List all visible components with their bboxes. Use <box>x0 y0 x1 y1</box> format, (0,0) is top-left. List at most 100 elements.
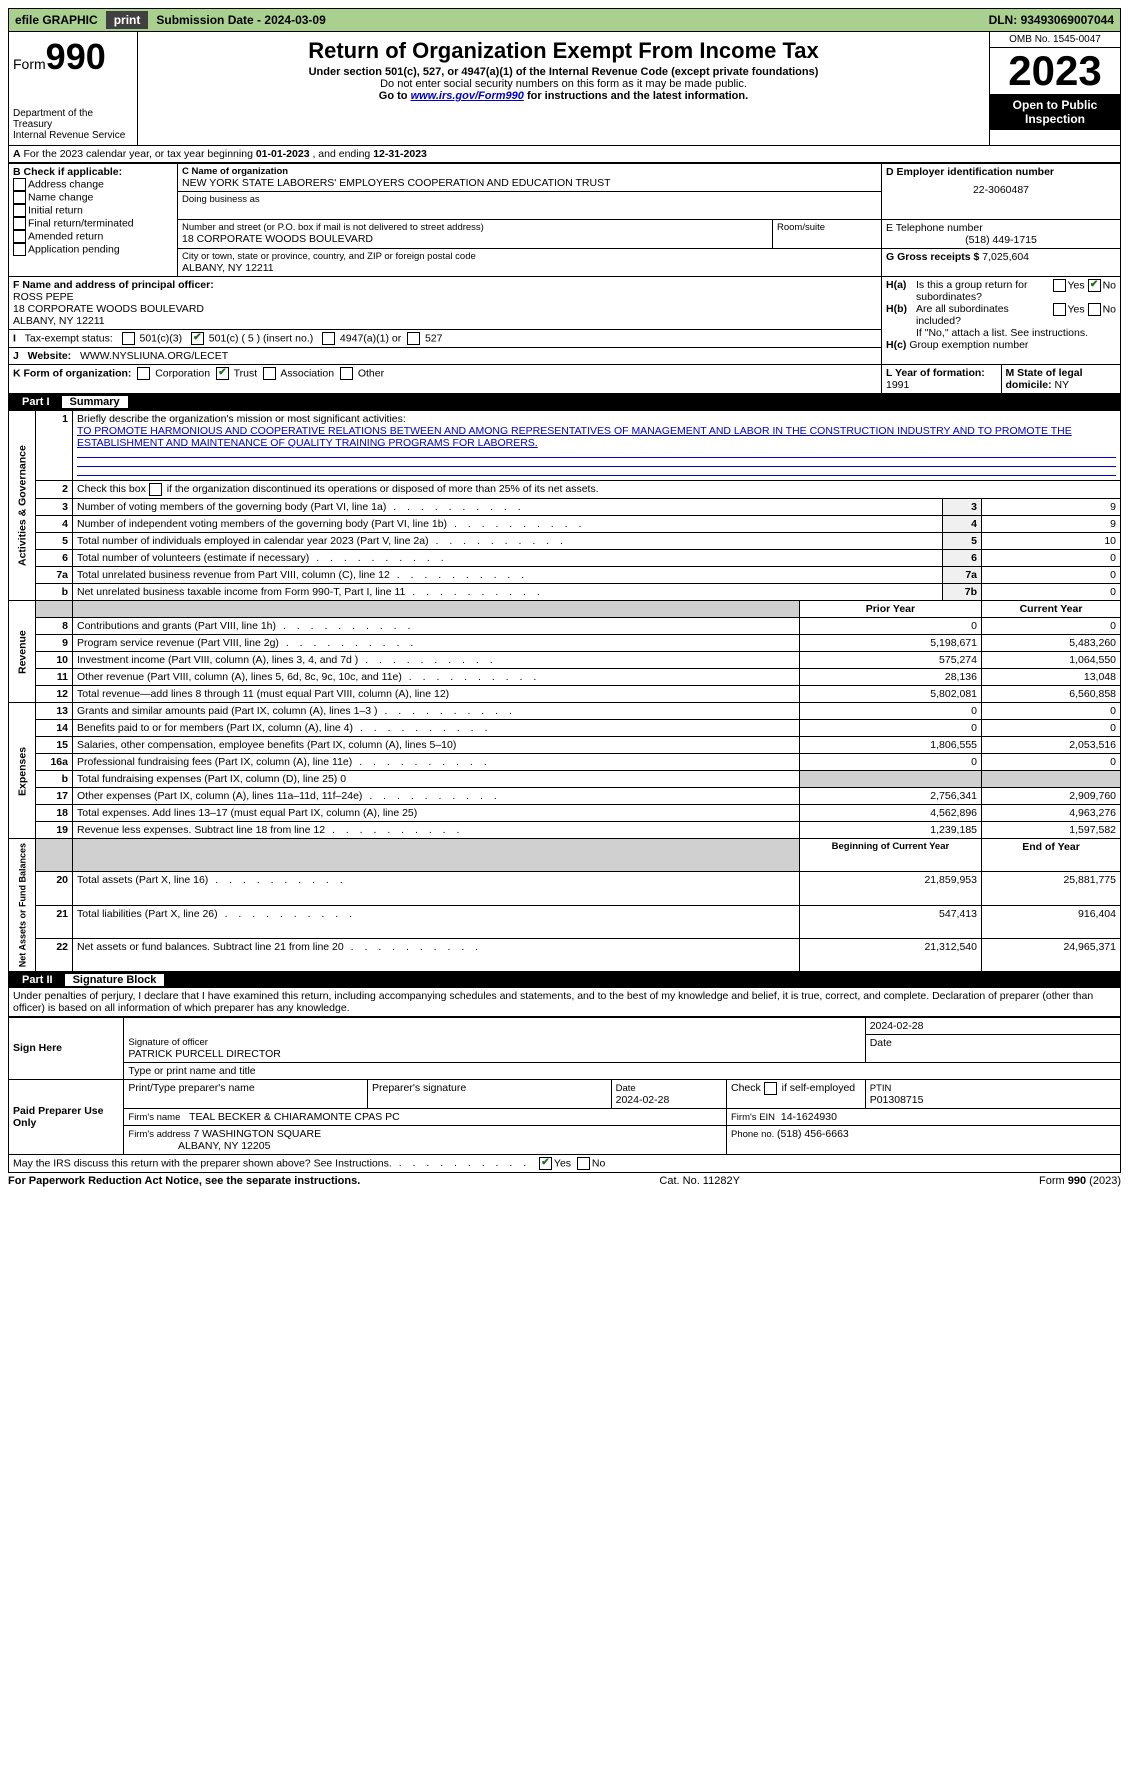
cb-4947[interactable] <box>322 332 335 345</box>
part1-label: Part I <box>14 396 58 408</box>
firm-addr1: 7 WASHINGTON SQUARE <box>193 1128 321 1140</box>
hc-text: Group exemption number <box>909 339 1028 351</box>
open-inspection: Open to Public Inspection <box>990 94 1120 130</box>
irs-link[interactable]: www.irs.gov/Form990 <box>411 90 524 102</box>
l12: Total revenue—add lines 8 through 11 (mu… <box>77 688 449 700</box>
street-value: 18 CORPORATE WOODS BOULEVARD <box>182 233 768 245</box>
current-year-hdr: Current Year <box>982 601 1121 618</box>
print-button[interactable]: print <box>106 11 149 29</box>
c17: 2,909,760 <box>982 788 1121 805</box>
checkbox-amended-return[interactable] <box>13 230 26 243</box>
dln-value: 93493069007044 <box>1021 13 1114 27</box>
prior-year-hdr: Prior Year <box>799 601 981 618</box>
l16b: Total fundraising expenses (Part IX, col… <box>77 773 346 785</box>
cb-discontinued[interactable] <box>149 483 162 496</box>
perjury-text: Under penalties of perjury, I declare th… <box>8 988 1121 1017</box>
checkbox-name-change[interactable] <box>13 191 26 204</box>
discuss-yes-label: Yes <box>554 1157 571 1169</box>
v6: 0 <box>982 550 1121 567</box>
line-a-end: 12-31-2023 <box>373 148 427 160</box>
year-formation: 1991 <box>886 379 909 391</box>
c9: 5,483,260 <box>982 635 1121 652</box>
prep-date-label: Date <box>616 1083 636 1094</box>
lbl-corp: Corporation <box>155 367 210 379</box>
c20: 25,881,775 <box>982 872 1121 905</box>
part1-bar: Part I Summary <box>8 394 1121 410</box>
c10: 1,064,550 <box>982 652 1121 669</box>
prep-name-label: Print/Type preparer's name <box>124 1079 368 1108</box>
l17: Other expenses (Part IX, column (A), lin… <box>77 790 501 802</box>
checkbox-application-pending[interactable] <box>13 243 26 256</box>
footer: For Paperwork Reduction Act Notice, see … <box>8 1173 1121 1187</box>
firm-name-label: Firm's name <box>128 1112 180 1123</box>
cb-label-pending: Application pending <box>28 243 120 255</box>
city-label: City or town, state or province, country… <box>182 251 877 262</box>
cb-501c3[interactable] <box>122 332 135 345</box>
form-title: Return of Organization Exempt From Incom… <box>142 38 985 64</box>
line-a-begin: 01-01-2023 <box>256 148 310 160</box>
p10: 575,274 <box>799 652 981 669</box>
cb-selfemp[interactable] <box>764 1082 777 1095</box>
irs-label: Internal Revenue Service <box>13 130 133 141</box>
c22: 24,965,371 <box>982 938 1121 971</box>
netassets-vlabel: Net Assets or Fund Balances <box>9 839 36 972</box>
checkbox-final-return[interactable] <box>13 217 26 230</box>
line-a-mid: , and ending <box>312 148 373 160</box>
goto-post: for instructions and the latest informat… <box>527 90 748 102</box>
ha-yes[interactable] <box>1053 279 1066 292</box>
p16a: 0 <box>799 754 981 771</box>
cb-corp[interactable] <box>137 367 150 380</box>
tax-year: 2023 <box>990 48 1120 94</box>
p17: 2,756,341 <box>799 788 981 805</box>
dln-label: DLN: <box>989 13 1021 27</box>
part2-label: Part II <box>14 974 61 986</box>
lbl-assoc: Association <box>280 367 334 379</box>
box-b-label: B Check if applicable: <box>13 166 173 178</box>
submission-date: 2024-03-09 <box>264 13 325 27</box>
discuss-no[interactable] <box>577 1157 590 1170</box>
l2: Check this box if the organization disco… <box>77 483 599 495</box>
p21: 547,413 <box>799 905 981 938</box>
cb-label-amended: Amended return <box>28 230 103 242</box>
self-emp: Check if self-employed <box>731 1082 855 1094</box>
cb-assoc[interactable] <box>263 367 276 380</box>
cb-trust[interactable] <box>216 367 229 380</box>
form-number: 990 <box>46 36 106 77</box>
cb-label-name: Name change <box>28 191 93 203</box>
p19: 1,239,185 <box>799 822 981 839</box>
l22: Net assets or fund balances. Subtract li… <box>77 941 482 953</box>
ptin-value: P01308715 <box>870 1094 924 1106</box>
hb-no[interactable] <box>1088 303 1101 316</box>
officer-name: ROSS PEPE <box>13 291 877 303</box>
cb-other[interactable] <box>340 367 353 380</box>
discuss-text: May the IRS discuss this return with the… <box>13 1157 530 1169</box>
org-name: NEW YORK STATE LABORERS' EMPLOYERS COOPE… <box>182 177 877 189</box>
entity-info-table: B Check if applicable: Address change Na… <box>8 163 1121 394</box>
p11: 28,136 <box>799 669 981 686</box>
p18: 4,562,896 <box>799 805 981 822</box>
firm-addr2: ALBANY, NY 12205 <box>178 1140 270 1152</box>
checkbox-address-change[interactable] <box>13 178 26 191</box>
discuss-yes[interactable] <box>539 1157 552 1170</box>
box-j-label: Website: <box>28 350 72 362</box>
checkbox-initial-return[interactable] <box>13 204 26 217</box>
hb-yes[interactable] <box>1053 303 1066 316</box>
p8: 0 <box>799 618 981 635</box>
cb-527[interactable] <box>407 332 420 345</box>
revenue-vlabel: Revenue <box>9 601 36 703</box>
date-label: Date <box>865 1035 1120 1063</box>
l9: Program service revenue (Part VIII, line… <box>77 637 417 649</box>
subtitle-2: Do not enter social security numbers on … <box>142 78 985 90</box>
suite-label: Room/suite <box>777 222 877 233</box>
firm-addr-label: Firm's address <box>128 1129 190 1140</box>
state-domicile: NY <box>1055 379 1070 391</box>
cb-label-initial: Initial return <box>28 204 83 216</box>
cb-501c[interactable] <box>191 332 204 345</box>
box-l-label: L Year of formation: <box>886 367 985 379</box>
l15: Salaries, other compensation, employee b… <box>77 739 456 751</box>
ha-no[interactable] <box>1088 279 1101 292</box>
p20: 21,859,953 <box>799 872 981 905</box>
l7a: Total unrelated business revenue from Pa… <box>77 569 528 581</box>
firm-phone-label: Phone no. <box>731 1129 777 1140</box>
box-e-label: E Telephone number <box>886 222 1116 234</box>
